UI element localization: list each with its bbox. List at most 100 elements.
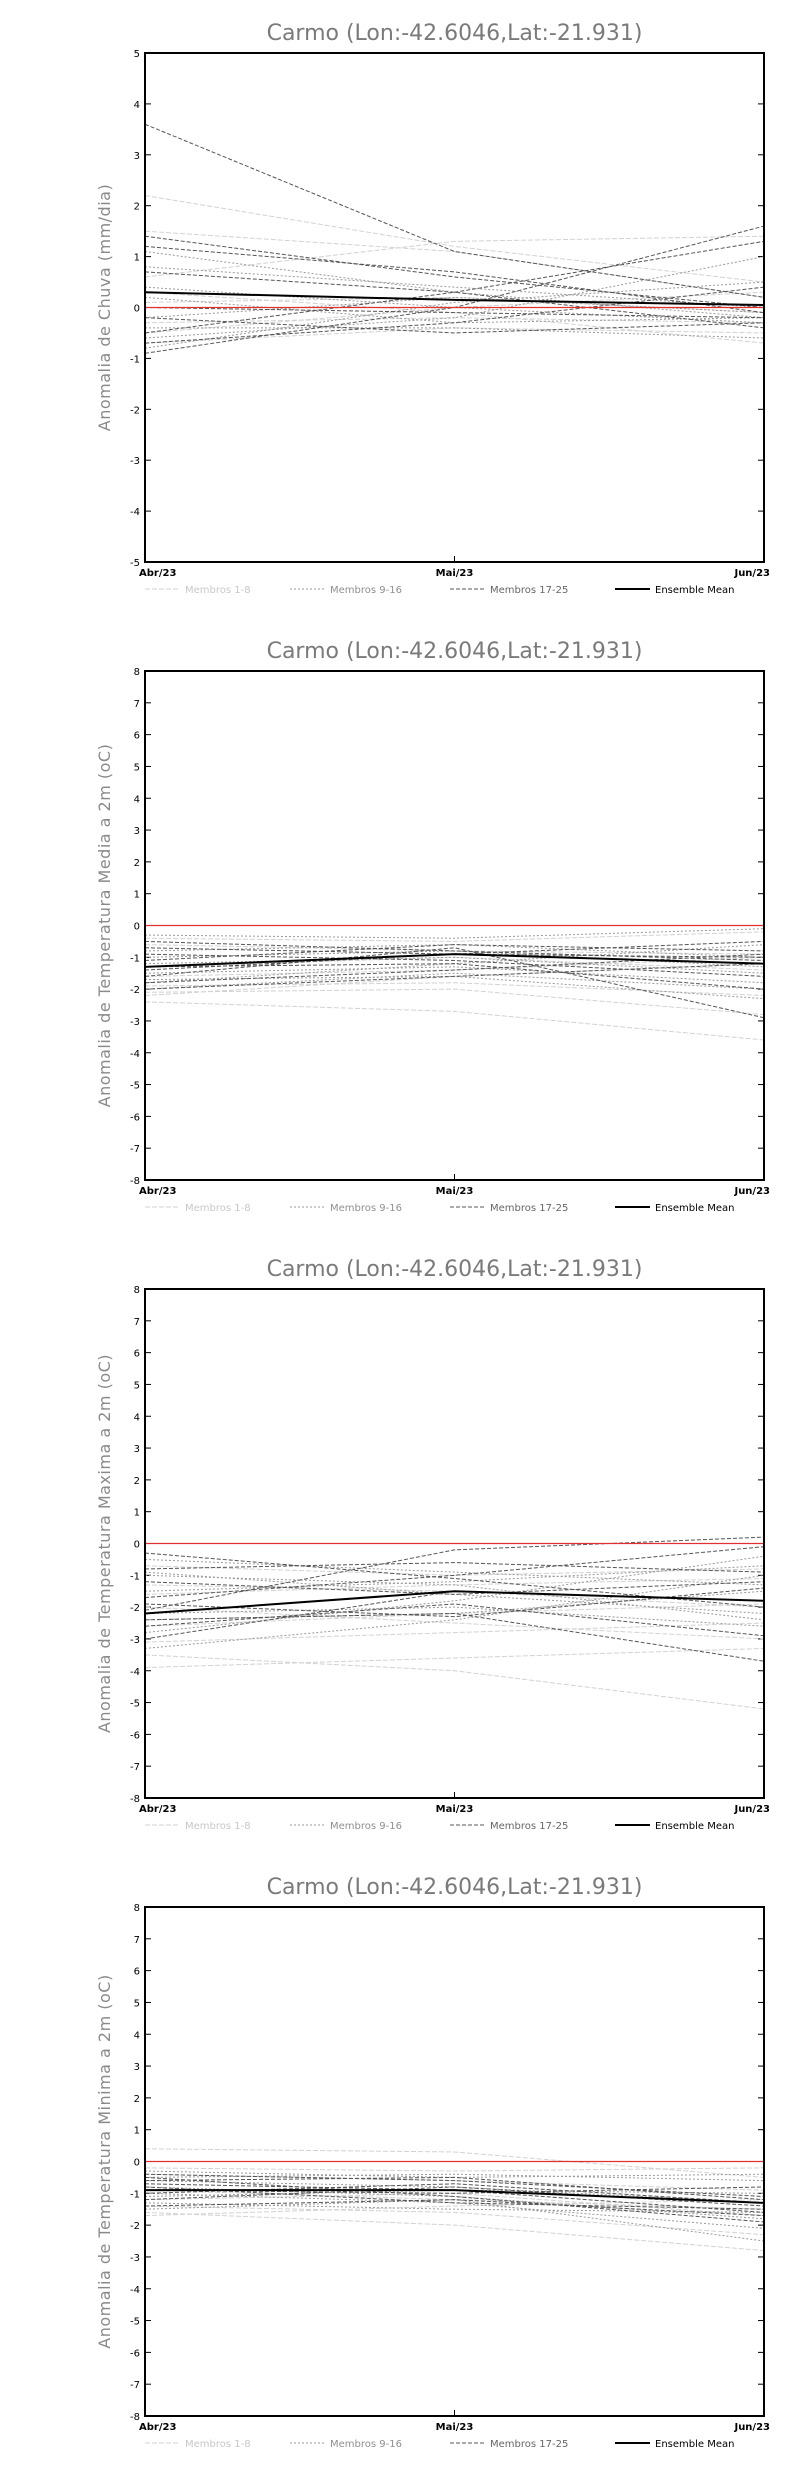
legend-label: Ensemble Mean (655, 2439, 734, 2450)
member-line (144, 1001, 765, 1041)
y-tick-label: 1 (134, 253, 140, 264)
legend-label: Membros 9-16 (330, 585, 402, 596)
member-line (144, 1590, 765, 1621)
y-tick-label: 2 (134, 202, 140, 213)
y-tick-label: -2 (130, 405, 140, 416)
y-tick-label: 6 (134, 731, 140, 742)
x-tick-label: Abr/23 (139, 2422, 176, 2433)
member-line (144, 953, 765, 984)
y-axis-label: Anomalia de Temperatura Maxima a 2m (oC) (95, 1354, 114, 1733)
legend-label: Membros 1-8 (185, 1821, 251, 1832)
y-tick-label: 5 (134, 1998, 140, 2009)
y-tick-label: -8 (130, 1794, 140, 1805)
member-line (144, 296, 765, 324)
chart-svg: Carmo (Lon:-42.6046,Lat:-21.931) Anomalia… (95, 1875, 770, 2450)
member-line (144, 1565, 765, 1592)
member-line (144, 123, 765, 298)
y-tick-label: 2 (134, 858, 140, 869)
legend-label: Membros 9-16 (330, 1203, 402, 1214)
plot-frame (144, 670, 765, 1181)
member-line (144, 1571, 765, 1614)
chart-title: Carmo (Lon:-42.6046,Lat:-21.931) (267, 1257, 643, 1282)
y-tick-label: 6 (134, 1349, 140, 1360)
chart-svg: Carmo (Lon:-42.6046,Lat:-21.931) Anomalia… (95, 639, 770, 1214)
member-line (144, 286, 765, 324)
member-line (144, 963, 765, 990)
y-tick-label: -3 (130, 1635, 140, 1646)
member-line (144, 928, 765, 939)
member-line (144, 2176, 765, 2223)
chart-title: Carmo (Lon:-42.6046,Lat:-21.931) (267, 1875, 643, 1900)
x-tick-label: Mai/23 (436, 568, 474, 579)
member-line (144, 2199, 765, 2217)
y-tick-label: -7 (130, 1762, 140, 1773)
member-line (144, 2211, 765, 2252)
y-tick-label: 3 (134, 826, 140, 837)
y-tick-label: -1 (130, 2189, 140, 2200)
y-tick-label: 6 (134, 1967, 140, 1978)
member-line (144, 2202, 765, 2213)
y-tick-label: -4 (130, 1667, 140, 1678)
y-tick-label: 0 (134, 922, 140, 933)
y-tick-label: 7 (134, 699, 140, 710)
y-tick-label: 3 (134, 1444, 140, 1455)
ensemble-mean-line (144, 1590, 765, 1615)
member-line (144, 2205, 765, 2236)
y-tick-label: 8 (134, 667, 140, 678)
plot-frame (144, 1906, 765, 2417)
legend-label: Membros 9-16 (330, 2439, 402, 2450)
member-line (144, 240, 765, 334)
y-tick-label: -6 (130, 1112, 140, 1123)
member-line (144, 947, 765, 1019)
member-line (144, 296, 765, 314)
y-axis-label: Anomalia de Temperatura Minima a 2m (oC) (95, 1974, 114, 2348)
y-tick-label: -1 (130, 1571, 140, 1582)
legend-label: Membros 1-8 (185, 2439, 251, 2450)
y-tick-label: -2 (130, 2221, 140, 2232)
member-line (144, 1536, 765, 1611)
x-tick-label: Abr/23 (139, 1804, 176, 1815)
y-tick-label: -7 (130, 2380, 140, 2391)
member-line (144, 944, 765, 961)
y-tick-label: 4 (134, 100, 140, 111)
member-line (144, 1606, 765, 1627)
y-tick-label: -6 (130, 1730, 140, 1741)
y-tick-label: 1 (134, 890, 140, 901)
y-axis-label: Anomalia de Temperatura Media a 2m (oC) (95, 744, 114, 1108)
chart-svg: Carmo (Lon:-42.6046,Lat:-21.931) Anomalia… (95, 1257, 770, 1832)
y-tick-label: 5 (134, 49, 140, 60)
member-line (144, 972, 765, 990)
member-line (144, 235, 765, 278)
member-line (144, 1574, 765, 1621)
chart-panel-3: Carmo (Lon:-42.6046,Lat:-21.931) Anomalia… (0, 1236, 800, 1854)
member-line (144, 235, 765, 308)
y-tick-label: 3 (134, 2062, 140, 2073)
member-line (144, 988, 765, 1016)
member-line (144, 327, 765, 344)
member-line (144, 982, 765, 996)
chart-svg: Carmo (Lon:-42.6046,Lat:-21.931) Anomalia… (95, 21, 770, 596)
y-tick-label: 0 (134, 2158, 140, 2169)
y-tick-label: -2 (130, 1603, 140, 1614)
member-line (144, 931, 765, 942)
y-tick-label: 5 (134, 762, 140, 773)
y-tick-label: -3 (130, 456, 140, 467)
member-line (144, 963, 765, 990)
member-line (144, 963, 765, 996)
member-line (144, 975, 765, 1000)
y-tick-label: -4 (130, 2285, 140, 2296)
member-line (144, 1581, 765, 1595)
x-tick-label: Jun/23 (733, 568, 770, 579)
y-tick-label: 4 (134, 2030, 140, 2041)
member-line (144, 2199, 765, 2217)
y-tick-label: -5 (130, 1699, 140, 1710)
chart-title: Carmo (Lon:-42.6046,Lat:-21.931) (267, 639, 643, 664)
x-tick-label: Abr/23 (139, 1186, 176, 1197)
member-line (144, 2148, 765, 2178)
member-line (144, 1647, 765, 1669)
member-line (144, 2173, 765, 2182)
legend-label: Membros 17-25 (490, 1821, 568, 1832)
member-line (144, 317, 765, 334)
member-line (144, 195, 765, 283)
member-line (144, 1606, 765, 1640)
